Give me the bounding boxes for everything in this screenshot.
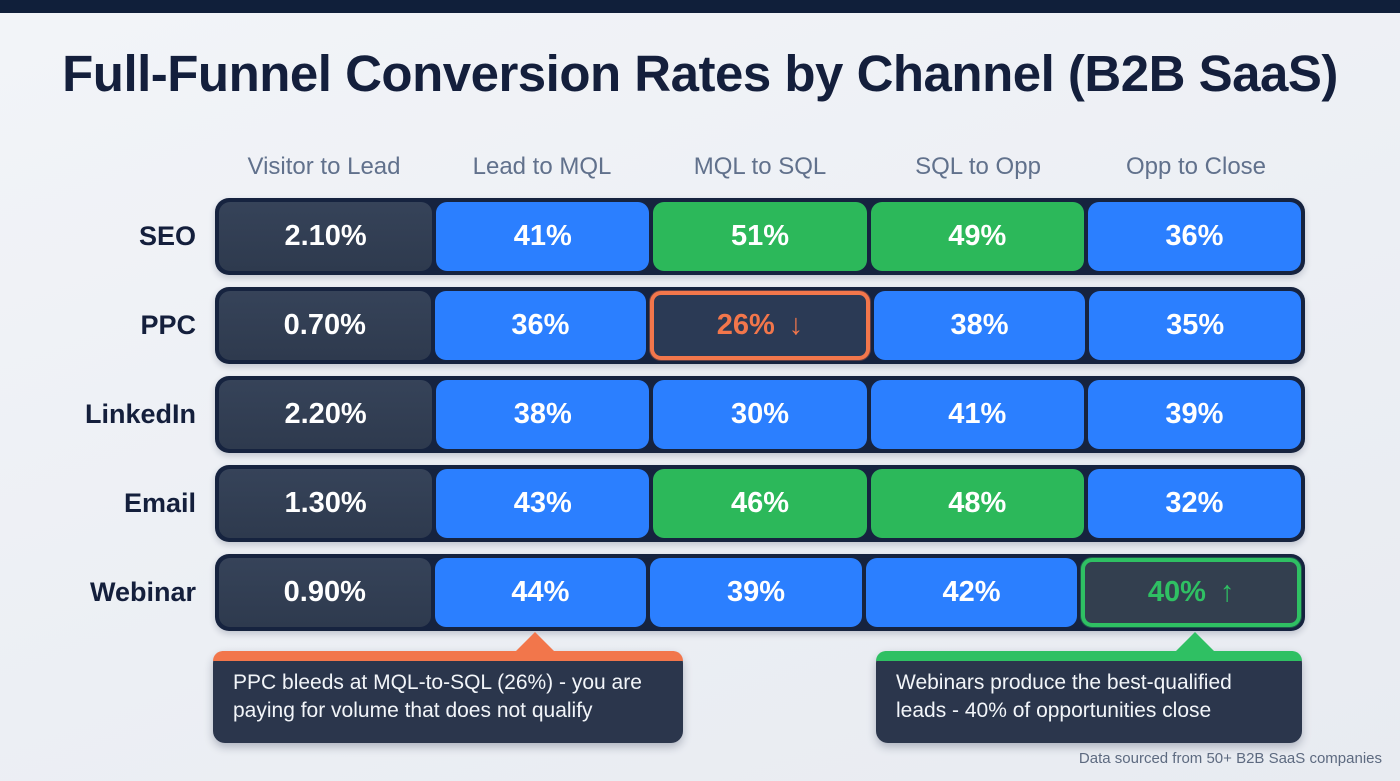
cell-value: 1.30% — [284, 487, 367, 519]
cell-value: 32% — [1165, 487, 1224, 519]
matrix-cell[interactable]: 39% — [650, 558, 862, 627]
cell-value: 40% — [1147, 576, 1206, 608]
matrix-cell[interactable]: 43% — [436, 469, 650, 538]
cell-value: 44% — [511, 576, 570, 608]
cell-value: 51% — [730, 220, 790, 252]
matrix-cell[interactable]: 2.20% — [219, 380, 433, 449]
callout-webinar: Webinars produce the best-qualified lead… — [876, 632, 1302, 743]
cell-value: 38% — [513, 398, 572, 430]
row-label-ppc: PPC — [140, 310, 196, 340]
column-header: Opp to Close — [1125, 153, 1267, 180]
cell-value: 48% — [948, 487, 1007, 519]
callout-webinar-pointer-icon — [1175, 632, 1215, 652]
row-track: 1.30% 43% 46% 48% 32% — [215, 465, 1305, 542]
cell-value: 41% — [948, 398, 1007, 430]
callout-webinar-text: Webinars produce the best-qualified lead… — [896, 671, 1232, 723]
cell-value: 30% — [730, 398, 790, 430]
arrow-down-icon: ↓ — [788, 309, 804, 341]
matrix-cell[interactable]: 48% — [870, 469, 1084, 538]
matrix-cell[interactable]: 42% — [865, 558, 1078, 627]
callout-ppc-pointer-icon — [515, 632, 555, 652]
cell-value: 46% — [730, 487, 790, 519]
cell-value: 42% — [942, 576, 1001, 608]
callout-ppc-accent-strip — [213, 651, 683, 661]
conversion-matrix: SEO 2.10% 41% 51% 49% 36% PPC 0.70% 36% 26% ↓ 38% 35… — [0, 198, 1400, 643]
row-label-linkedin: LinkedIn — [84, 399, 196, 429]
matrix-cell[interactable]: 44% — [434, 558, 647, 627]
cell-value: 36% — [1165, 220, 1224, 252]
cell-value: 38% — [950, 309, 1009, 341]
row-label-email: Email — [123, 488, 196, 518]
cell-value: 49% — [948, 220, 1007, 252]
row-track: 2.20% 38% 30% 41% 39% — [215, 376, 1305, 453]
matrix-cell[interactable]: 41% — [870, 380, 1084, 449]
matrix-cell[interactable]: 36% — [434, 291, 647, 360]
matrix-cell[interactable]: 38% — [873, 291, 1086, 360]
cell-value: 41% — [513, 220, 572, 252]
column-header: Visitor to Lead — [247, 153, 401, 180]
matrix-cell[interactable]: 38% — [436, 380, 650, 449]
cell-value: 26% — [716, 309, 775, 341]
matrix-row: LinkedIn 2.20% 38% 30% 41% 39% — [0, 376, 1400, 453]
matrix-cell[interactable]: 2.10% — [219, 202, 433, 271]
column-header: Lead to MQL — [472, 153, 612, 180]
matrix-cell[interactable]: 49% — [870, 202, 1084, 271]
matrix-row: SEO 2.10% 41% 51% 49% 36% — [0, 198, 1400, 275]
cell-value: 39% — [726, 576, 785, 608]
column-header: MQL to SQL — [693, 153, 827, 180]
cell-value: 2.20% — [284, 398, 367, 430]
cell-value: 0.70% — [283, 309, 366, 341]
matrix-cell[interactable]: 30% — [653, 380, 867, 449]
row-label-seo: SEO — [138, 221, 196, 251]
row-track: 0.70% 36% 26% ↓ 38% 35% — [215, 287, 1305, 364]
matrix-cell[interactable]: 32% — [1087, 469, 1302, 538]
matrix-cell[interactable]: 0.70% — [219, 291, 431, 360]
matrix-cell[interactable]: 0.90% — [219, 558, 431, 627]
callout-ppc-text: PPC bleeds at MQL-to-SQL (26%) - you are… — [233, 671, 642, 723]
row-track: 2.10% 41% 51% 49% 36% — [215, 198, 1305, 275]
cell-value: 39% — [1165, 398, 1224, 430]
matrix-cell[interactable]: 36% — [1087, 202, 1302, 271]
matrix-cell[interactable]: 51% — [653, 202, 867, 271]
cell-value: 0.90% — [283, 576, 366, 608]
row-label-webinar: Webinar — [89, 577, 196, 607]
matrix-row: PPC 0.70% 36% 26% ↓ 38% 35% — [0, 287, 1400, 364]
matrix-cell[interactable]: 1.30% — [219, 469, 433, 538]
callout-webinar-accent-strip — [876, 651, 1302, 661]
matrix-cell[interactable]: 46% — [653, 469, 867, 538]
top-accent-bar — [0, 0, 1400, 13]
matrix-cell[interactable]: 41% — [436, 202, 650, 271]
page-title: Full-Funnel Conversion Rates by Channel … — [62, 45, 1338, 102]
column-header-row: Visitor to Lead Lead to MQL MQL to SQL SQL … — [215, 150, 1305, 184]
matrix-cell[interactable]: 40% ↑ — [1081, 558, 1301, 627]
matrix-row: Webinar 0.90% 44% 39% 42% 40% ↑ — [0, 554, 1400, 631]
arrow-up-icon: ↑ — [1219, 576, 1235, 608]
callout-ppc: PPC bleeds at MQL-to-SQL (26%) - you are… — [213, 632, 683, 743]
cell-value: 2.10% — [284, 220, 367, 252]
matrix-row: Email 1.30% 43% 46% 48% 32% — [0, 465, 1400, 542]
cell-value: 36% — [511, 309, 570, 341]
cell-value: 43% — [513, 487, 572, 519]
row-track: 0.90% 44% 39% 42% 40% ↑ — [215, 554, 1305, 631]
matrix-cell[interactable]: 26% ↓ — [650, 291, 870, 360]
cell-value: 35% — [1166, 309, 1225, 341]
footer-source-note: Data sourced from 50+ B2B SaaS companies — [1078, 750, 1382, 767]
matrix-cell[interactable]: 39% — [1087, 380, 1302, 449]
matrix-cell[interactable]: 35% — [1089, 291, 1301, 360]
column-header: SQL to Opp — [915, 153, 1041, 180]
